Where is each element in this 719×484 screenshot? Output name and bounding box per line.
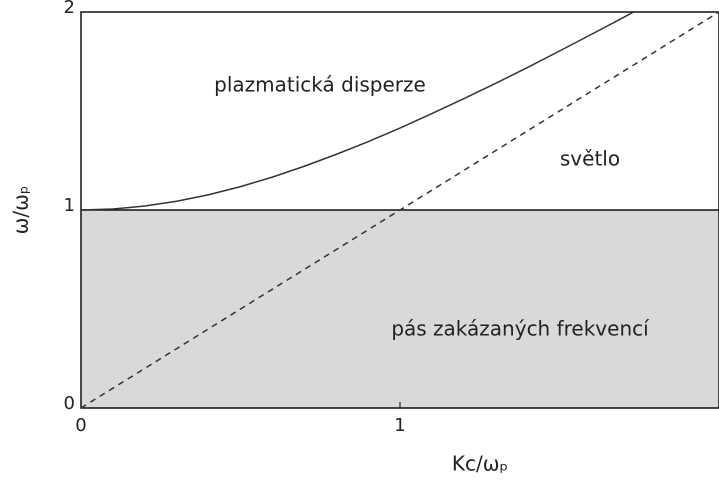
y-tick-label: 0	[64, 393, 75, 414]
y-tick-label: 2	[64, 0, 75, 18]
x-tick-label: 0	[75, 415, 86, 436]
series-line	[80, 11, 719, 409]
annotation: světlo	[560, 147, 620, 171]
x-tick-label: 1	[394, 415, 405, 436]
y-axis-label: ω/ωₚ	[9, 186, 33, 235]
y-tick-label: 1	[64, 195, 75, 216]
series-line	[80, 11, 634, 211]
band-label: pás zakázaných frekvencí	[391, 317, 650, 341]
forbidden-band	[81, 210, 719, 408]
annotation: plazmatická disperze	[214, 73, 426, 97]
x-axis-label: Kc/ωₚ	[452, 452, 508, 476]
